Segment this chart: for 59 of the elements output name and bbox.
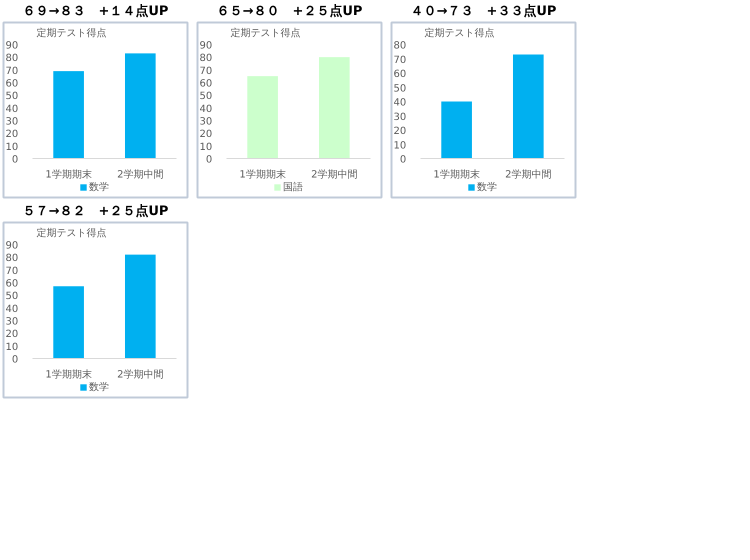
y-tick-label: 60 (5, 278, 18, 290)
y-tick-label: 70 (199, 66, 212, 77)
legend-label: 数学 (89, 381, 109, 394)
y-tick-label: 30 (393, 112, 406, 123)
legend-label: 数学 (477, 181, 497, 194)
x-tick-label: 2学期中間 (311, 168, 358, 180)
legend-label: 数学 (89, 181, 109, 194)
x-tick-label: 1学期期末 (433, 168, 480, 180)
y-tick-label: 10 (5, 342, 18, 353)
y-tick-label: 70 (5, 66, 18, 77)
y-tick-label: 90 (5, 240, 18, 252)
y-tick-label: 20 (199, 129, 212, 140)
x-tick-label: 2学期中間 (505, 168, 552, 180)
chart-title: ６９→８３ +１４点UP (22, 3, 168, 19)
x-tick-label: 1学期期末 (45, 168, 92, 180)
y-tick-label: 60 (393, 69, 406, 80)
chart-subtitle: 定期テスト得点 (36, 227, 106, 239)
y-tick-label: 90 (5, 40, 18, 52)
y-tick-label: 50 (199, 91, 212, 102)
legend-label: 国語 (283, 180, 303, 194)
y-tick-label: 50 (5, 91, 18, 102)
y-tick-label: 80 (5, 253, 18, 264)
chart-title: ５７→８２ +２５点UP (22, 203, 168, 219)
y-tick-label: 70 (5, 266, 18, 277)
y-tick-label: 20 (393, 126, 406, 137)
y-tick-label: 10 (393, 140, 406, 152)
y-tick-label: 50 (393, 83, 406, 94)
y-tick-label: 0 (12, 154, 18, 166)
y-tick-label: 10 (5, 142, 18, 153)
y-tick-label: 60 (5, 78, 18, 90)
chart-subtitle: 定期テスト得点 (36, 27, 106, 39)
y-tick-label: 50 (5, 291, 18, 302)
chart-subtitle: 定期テスト得点 (424, 27, 494, 39)
x-tick-label: 2学期中間 (117, 168, 164, 180)
y-tick-label: 40 (5, 304, 18, 315)
y-tick-label: 0 (12, 354, 18, 366)
y-tick-label: 40 (393, 98, 406, 108)
y-tick-label: 70 (393, 54, 406, 66)
chart-title: ４０→７３ +３３点UP (410, 3, 556, 19)
y-tick-label: 40 (5, 104, 18, 115)
chart-subtitle: 定期テスト得点 (230, 27, 300, 39)
y-tick-label: 0 (206, 154, 212, 166)
x-tick-label: 2学期中間 (117, 368, 164, 380)
y-tick-label: 20 (5, 129, 18, 140)
y-tick-label: 80 (199, 53, 212, 64)
x-tick-label: 1学期期末 (45, 368, 92, 380)
y-tick-label: 90 (199, 40, 212, 52)
y-tick-label: 20 (5, 329, 18, 340)
y-tick-label: 30 (5, 316, 18, 328)
y-tick-label: 30 (199, 116, 212, 128)
y-tick-label: 0 (400, 154, 406, 166)
y-tick-label: 30 (5, 116, 18, 128)
y-tick-label: 60 (199, 78, 212, 90)
y-tick-label: 80 (393, 40, 406, 52)
y-tick-label: 10 (199, 142, 212, 153)
x-tick-label: 1学期期末 (239, 168, 286, 180)
y-tick-label: 40 (199, 104, 212, 115)
chart-title: ６５→８０ +２５点UP (216, 3, 362, 19)
y-tick-label: 80 (5, 53, 18, 64)
